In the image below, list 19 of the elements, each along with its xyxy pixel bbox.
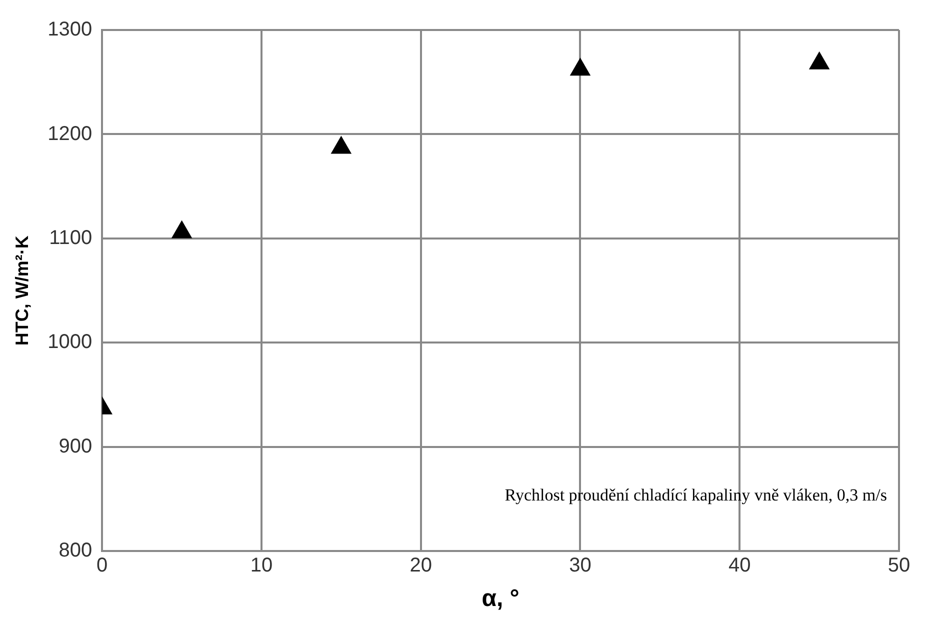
point — [809, 52, 830, 70]
x-tick-label: 30 — [569, 554, 592, 577]
x-tick-label: 0 — [96, 554, 108, 577]
point — [331, 136, 352, 154]
y-axis-title: HTC, W/m²·K — [12, 236, 32, 346]
y-tick-label: 1000 — [48, 331, 92, 354]
annotation: Rychlost proudění chladící kapaliny vně vláken, 0,3 m/s — [504, 486, 887, 505]
x-tick-label: 50 — [888, 554, 910, 577]
x-tick-label: 10 — [250, 554, 273, 577]
y-tick-label: 1300 — [48, 18, 92, 41]
y-tick-label: 800 — [58, 540, 92, 562]
y-tick-label: 1200 — [48, 122, 92, 145]
x-tick-label: 40 — [728, 554, 751, 577]
y-tick-label: 900 — [58, 435, 92, 458]
x-axis-title: α, ° — [482, 585, 520, 612]
y-tick-label: 1100 — [49, 226, 92, 249]
point — [570, 58, 590, 76]
point — [172, 220, 192, 238]
x-tick-label: 20 — [410, 554, 432, 577]
